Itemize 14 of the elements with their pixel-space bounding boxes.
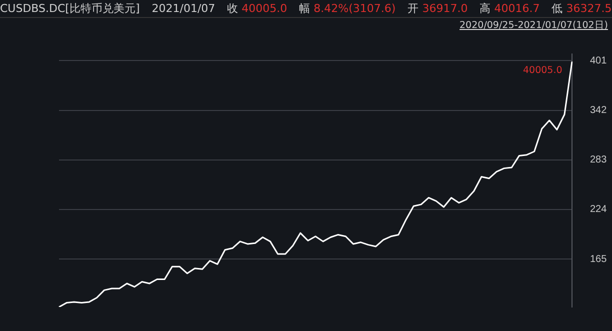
text: 2021/01/07	[152, 1, 216, 17]
text: 低 36327.5	[552, 2, 612, 15]
chart-title: CUSDBS.DC[比特币兑美元]	[0, 1, 140, 17]
chart-subtitle: 2020/09/25-2021/01/07(102日)	[460, 19, 608, 32]
text: 高 40016.7	[480, 2, 540, 15]
text: 幅 8.42%(3107.6)	[299, 2, 396, 15]
y-tick-label: 165	[590, 254, 608, 265]
y-tick-label: 342	[590, 105, 608, 116]
y-tick-label: 224	[590, 204, 608, 216]
annotation: 40005.0	[523, 64, 562, 76]
text: 收 40005.0	[227, 2, 288, 15]
text: 开 36917.0	[408, 2, 468, 15]
y-tick-label: 283	[590, 154, 608, 166]
y-tick-label: 401	[590, 55, 608, 66]
